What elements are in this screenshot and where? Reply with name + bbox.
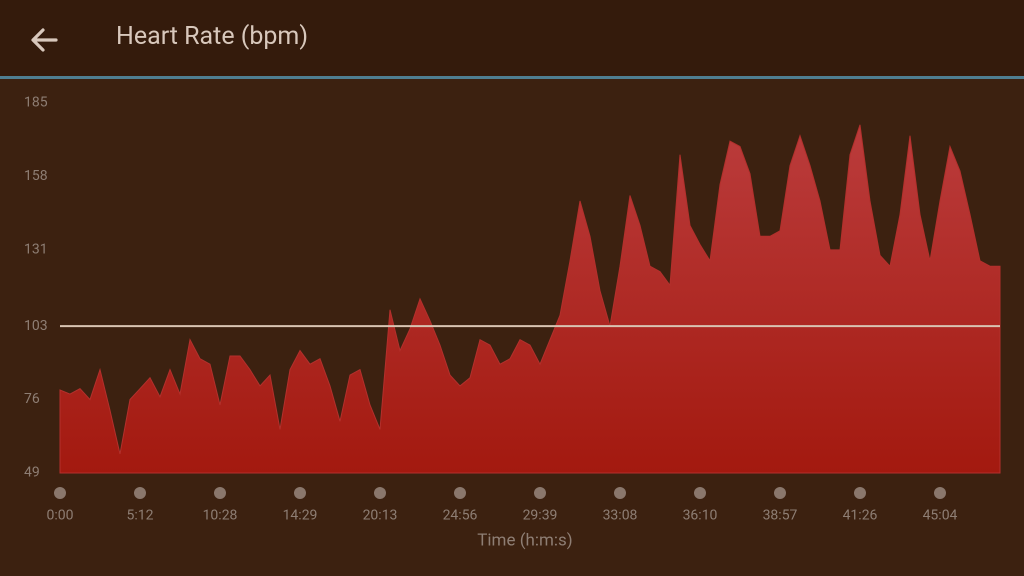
x-tick-dot xyxy=(614,487,626,499)
x-tick-dot xyxy=(934,487,946,499)
x-tick-label: 20:13 xyxy=(363,508,398,524)
x-tick-dot xyxy=(214,487,226,499)
x-tick-dot xyxy=(774,487,786,499)
x-tick-label: 10:28 xyxy=(203,508,238,524)
x-tick-label: 5:12 xyxy=(127,508,154,524)
back-button[interactable] xyxy=(26,22,62,58)
x-tick-dot xyxy=(694,487,706,499)
y-tick-label: 103 xyxy=(24,318,48,334)
y-tick-label: 131 xyxy=(24,242,48,258)
x-tick-label: 33:08 xyxy=(603,508,638,524)
y-tick-label: 49 xyxy=(24,465,40,481)
y-tick-label: 76 xyxy=(24,391,40,407)
x-tick-label: 29:39 xyxy=(523,508,558,524)
x-tick-dot xyxy=(534,487,546,499)
x-tick-label: 0:00 xyxy=(47,508,74,524)
app-bar: Heart Rate (bpm) xyxy=(0,0,1024,79)
x-tick-dot xyxy=(374,487,386,499)
y-tick-label: 185 xyxy=(24,95,48,111)
x-tick-label: 36:10 xyxy=(683,508,718,524)
screen-title: Heart Rate (bpm) xyxy=(116,22,309,51)
x-tick-label: 24:56 xyxy=(443,508,478,524)
x-tick-label: 14:29 xyxy=(283,508,318,524)
x-tick-dot xyxy=(454,487,466,499)
x-tick-dot xyxy=(54,487,66,499)
x-tick-label: 45:04 xyxy=(923,508,958,524)
x-tick-dot xyxy=(134,487,146,499)
x-tick-label: 38:57 xyxy=(763,508,798,524)
x-axis-title: Time (h:m:s) xyxy=(477,530,572,550)
heart-rate-area xyxy=(59,124,1001,474)
y-tick-label: 158 xyxy=(24,168,48,184)
x-tick-dot xyxy=(854,487,866,499)
x-tick-label: 41:26 xyxy=(843,508,878,524)
x-tick-dot xyxy=(294,487,306,499)
